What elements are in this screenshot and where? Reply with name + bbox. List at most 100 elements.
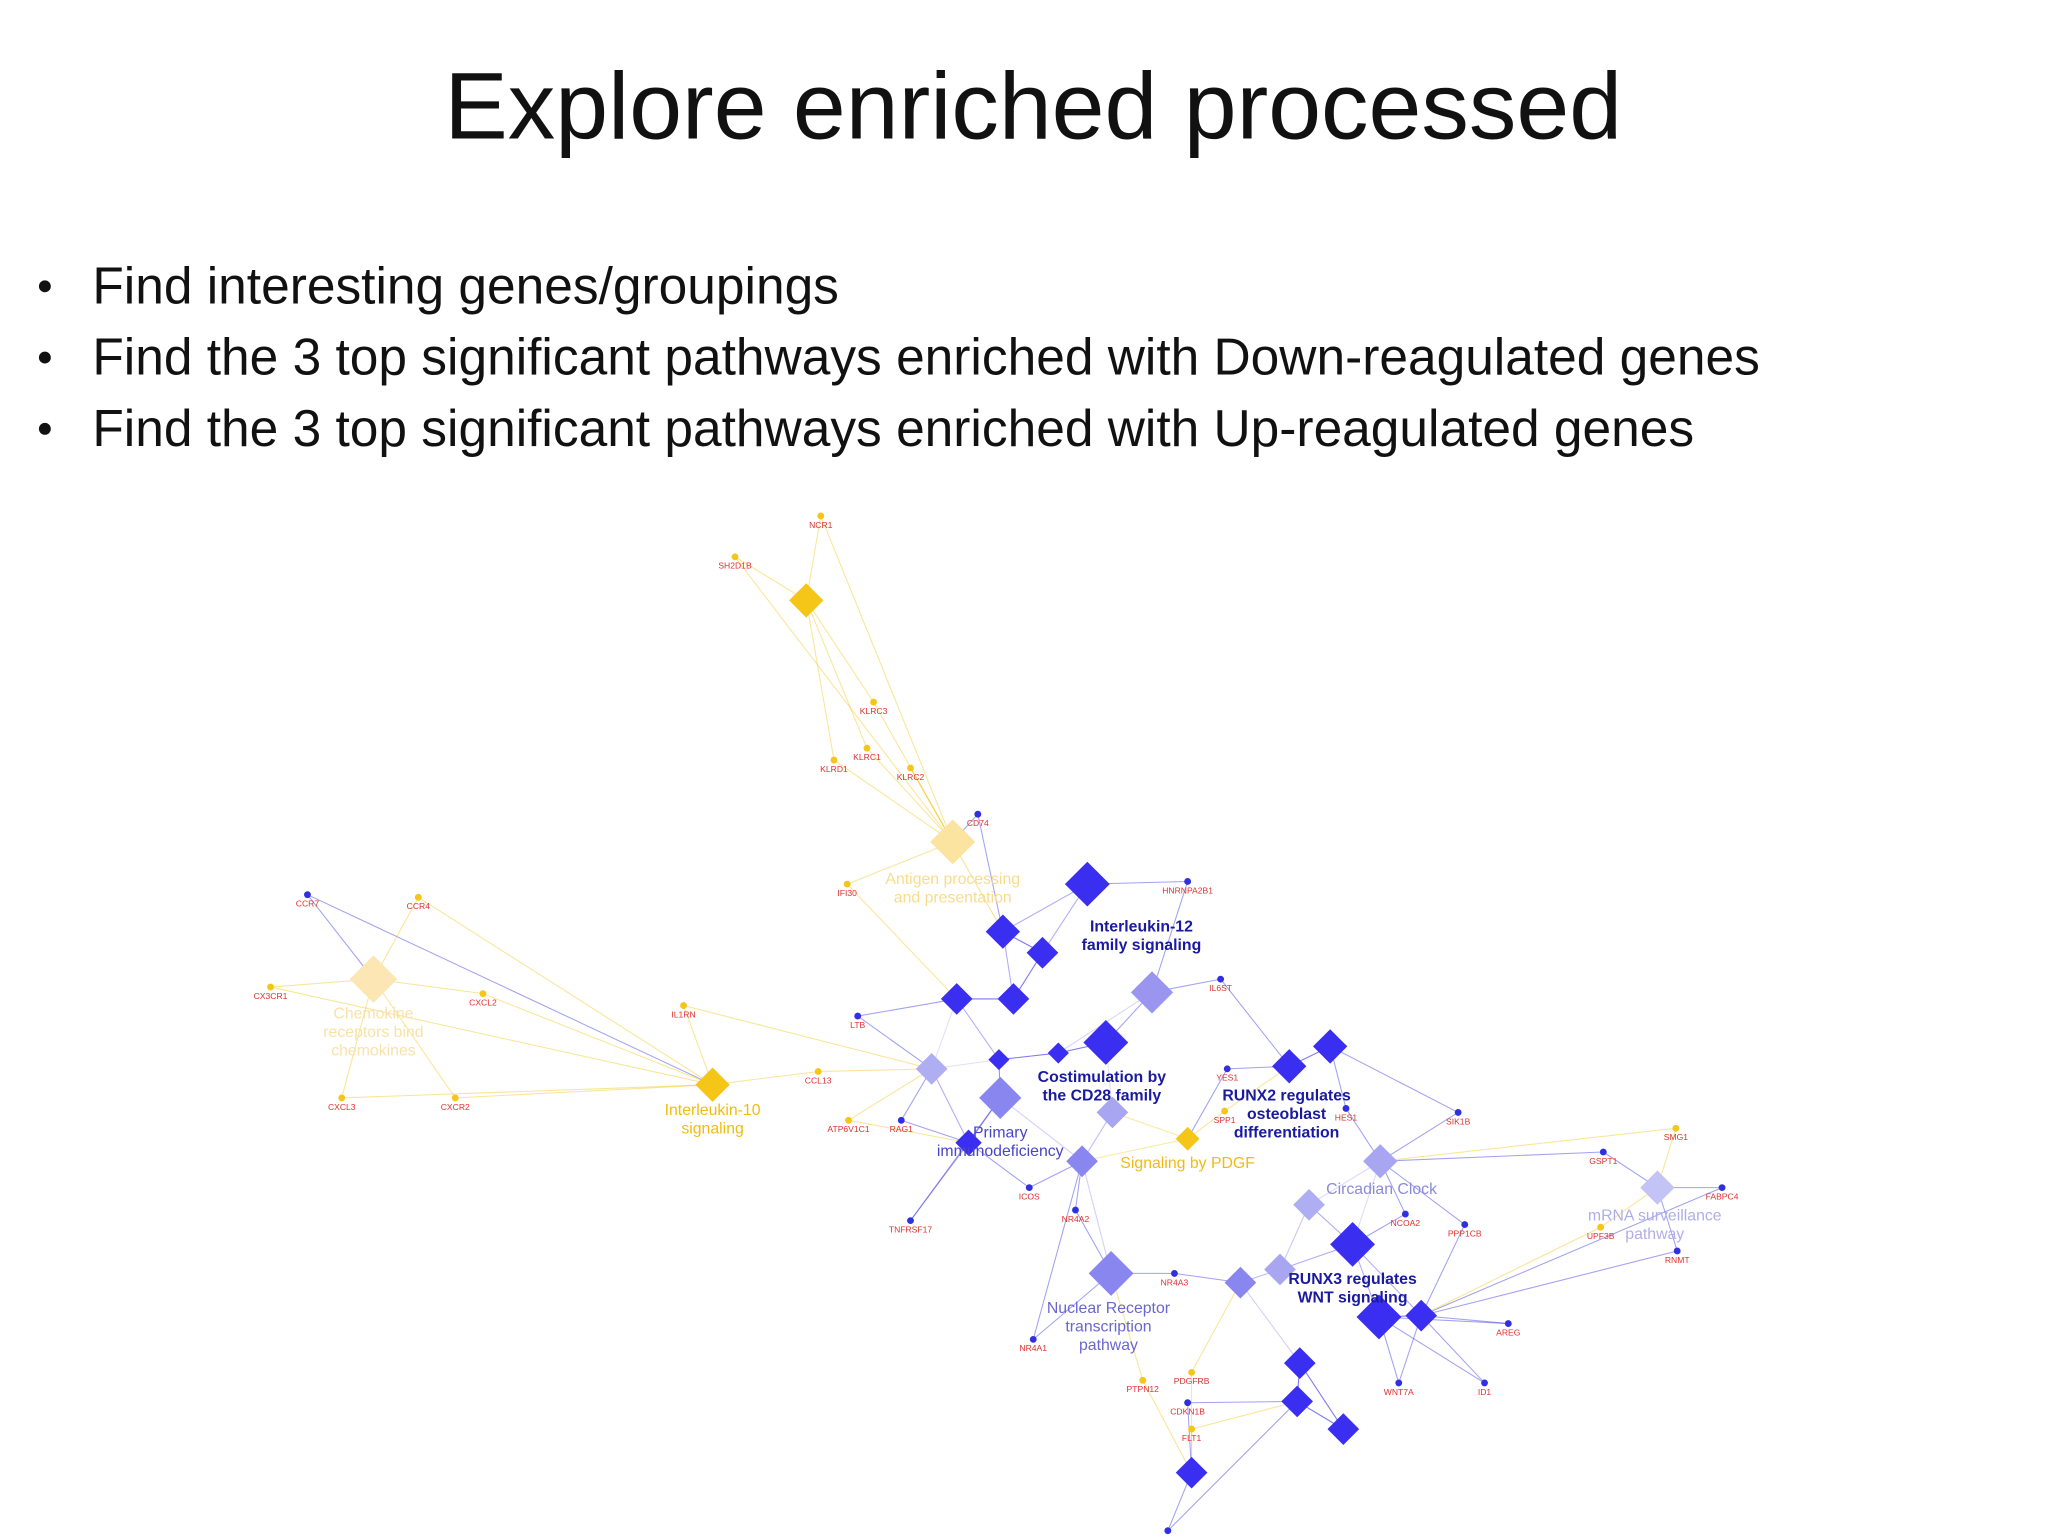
edge xyxy=(999,1097,1083,1162)
edge xyxy=(341,1084,713,1099)
gene-node xyxy=(1481,1379,1488,1387)
edge xyxy=(1308,1160,1381,1206)
edge xyxy=(820,515,954,843)
gene-node xyxy=(1221,1107,1229,1115)
edge xyxy=(1299,1362,1344,1430)
gene-node xyxy=(907,764,914,772)
gene-label: NR4A3 xyxy=(1161,1277,1189,1287)
edge xyxy=(968,1142,1030,1189)
gene-node xyxy=(843,880,851,888)
pathway-node xyxy=(789,583,824,618)
nodes: NCR1 SH2D1B KLRC3 KLRC1 KLRD1 KLRC2 CD74 IFI30 H… xyxy=(254,512,1739,1536)
edge xyxy=(1191,1400,1298,1430)
edge xyxy=(857,998,957,1017)
edge xyxy=(341,978,374,1099)
gene-node xyxy=(1025,1184,1033,1192)
gene-node xyxy=(854,1012,862,1020)
edges xyxy=(270,515,1723,1532)
gene-node xyxy=(814,1068,822,1075)
edge xyxy=(866,747,954,843)
edge xyxy=(805,600,875,703)
gene-node xyxy=(1401,1210,1409,1218)
edge xyxy=(712,1070,819,1086)
gene-node xyxy=(414,893,422,901)
bullet-dot xyxy=(38,280,51,293)
gene-node xyxy=(1223,1065,1231,1073)
edge xyxy=(1224,1065,1290,1112)
gene-node xyxy=(863,744,871,752)
gene-node xyxy=(1342,1105,1350,1112)
edge xyxy=(1380,1111,1459,1162)
gene-label: KLRD1 xyxy=(820,764,848,774)
edge xyxy=(1420,1226,1601,1317)
gene-node xyxy=(1188,1368,1196,1376)
edge xyxy=(1110,1273,1144,1381)
edge xyxy=(1420,1224,1466,1316)
pathway-node xyxy=(997,983,1030,1015)
gene-node xyxy=(845,1116,852,1124)
edge xyxy=(1142,1380,1193,1473)
gene-label: CCR4 xyxy=(407,901,431,911)
edge xyxy=(977,814,1004,932)
bullet-text: Find the 3 top significant pathways enri… xyxy=(92,399,1694,457)
gene-label: HNRNPA2B1 xyxy=(1162,885,1213,895)
gene-label: NCR1 xyxy=(809,520,833,530)
gene-label: CXCL2 xyxy=(469,998,497,1008)
edge xyxy=(270,986,713,1086)
slide-title: Explore enriched processed xyxy=(444,54,1622,160)
edge xyxy=(1380,1127,1676,1162)
pathway-node xyxy=(1272,1049,1307,1084)
pathway-label: Interleukin-12 family signaling xyxy=(1082,919,1202,954)
pathway-node xyxy=(349,955,398,1003)
gene-label: NCOA2 xyxy=(1391,1218,1421,1228)
pathway-node xyxy=(1363,1144,1398,1179)
gene-node xyxy=(304,891,311,899)
gene-node xyxy=(1184,1399,1192,1407)
gene-node xyxy=(1029,1335,1037,1343)
pathway-node xyxy=(1264,1253,1296,1286)
edge xyxy=(1380,1151,1604,1162)
pathway-label: Primary immunodeficiency xyxy=(937,1124,1064,1159)
pathway-label: Signaling by PDGF xyxy=(1120,1155,1255,1172)
edge xyxy=(1187,1400,1298,1404)
pathway-node xyxy=(1088,1250,1134,1296)
gene-node xyxy=(1171,1269,1178,1277)
edge xyxy=(848,1119,969,1144)
gene-label: ATP6V1C1 xyxy=(827,1124,869,1134)
pathway-label: RUNX2 regulates osteoblast differentiation xyxy=(1222,1088,1351,1142)
edge xyxy=(683,1005,932,1070)
pathway-node xyxy=(1047,1042,1069,1064)
pathway-node xyxy=(1066,1145,1098,1178)
edge xyxy=(1329,1045,1459,1113)
pathway-label: Chemokine receptors bind chemokines xyxy=(323,1006,423,1060)
gene-node xyxy=(1673,1247,1681,1255)
edge xyxy=(1421,1250,1678,1317)
gene-label: SPP1 xyxy=(1214,1115,1236,1125)
edge xyxy=(956,998,1000,1060)
edge xyxy=(998,1052,1059,1061)
edge xyxy=(373,978,456,1099)
gene-label: ID1 xyxy=(1478,1387,1492,1397)
gene-label: NR4A1 xyxy=(1019,1343,1047,1353)
edge xyxy=(833,759,954,843)
edge xyxy=(734,556,954,843)
bullet-text: Find the 3 top significant pathways enri… xyxy=(92,328,1760,386)
edge xyxy=(910,1097,1001,1221)
edge xyxy=(931,1068,970,1143)
gene-label: CX3CR1 xyxy=(254,991,288,1001)
gene-label: PDGFRB xyxy=(1174,1376,1210,1386)
gene-label: IL1RN xyxy=(671,1009,695,1019)
gene-label: NR4A2 xyxy=(1062,1214,1090,1224)
gene-node xyxy=(479,990,487,998)
edge xyxy=(901,1119,969,1144)
edge xyxy=(1379,1160,1466,1225)
edge xyxy=(1032,1272,1112,1340)
pathway-node xyxy=(1175,1126,1200,1151)
gene-node xyxy=(451,1094,459,1102)
gene-node xyxy=(267,983,274,991)
pathway-node xyxy=(979,1076,1022,1120)
gene-node xyxy=(1454,1108,1462,1116)
gene-label: FLT3 xyxy=(1158,1535,1178,1536)
gene-label: HES1 xyxy=(1335,1112,1358,1122)
pathway-node xyxy=(915,1053,948,1085)
